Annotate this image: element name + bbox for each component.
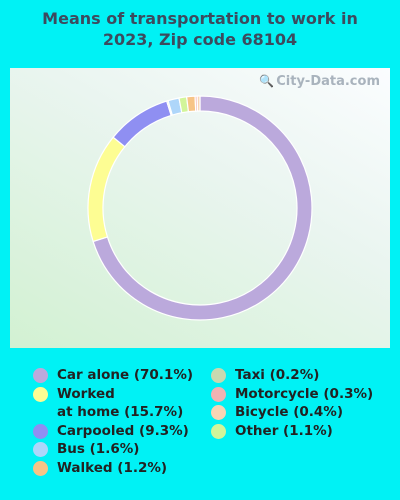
plot-area: 🔍 City-Data.com	[10, 68, 390, 348]
legend-column: Car alone (70.1%) Worked at home (15.7%) Ca…	[33, 366, 193, 477]
legend-label-line: Bicycle (0.4%)	[235, 404, 343, 420]
donut-chart	[87, 95, 313, 321]
legend-label-line: Carpooled (9.3%)	[57, 422, 189, 439]
legend: Car alone (70.1%) Worked at home (15.7%) Ca…	[0, 366, 400, 486]
legend-column: Taxi (0.2%) Motorcycle (0.3%) Bicycle (0.4…	[211, 366, 373, 440]
legend-item-car-alone: Car alone (70.1%)	[33, 366, 193, 385]
legend-item-bicycle: Bicycle (0.4%)	[211, 403, 373, 422]
legend-label-line: Worked	[57, 385, 115, 402]
legend-item-worked-at-home: Worked at home (15.7%)	[33, 385, 193, 422]
legend-label-line: Walked (1.2%)	[57, 459, 168, 476]
legend-label: Car alone (70.1%)	[57, 366, 193, 385]
legend-label: Other (1.1%)	[235, 422, 373, 441]
legend-item-other: Other (1.1%)	[211, 422, 373, 441]
legend-swatch	[211, 386, 226, 402]
legend-label-line: Motorcycle (0.3%)	[235, 385, 374, 402]
legend-label: Bicycle (0.4%)	[235, 403, 373, 422]
watermark-text: City-Data.com	[276, 74, 380, 89]
legend-item-taxi: Taxi (0.2%)	[211, 366, 373, 385]
legend-label-line: Bus (1.6%)	[57, 441, 140, 457]
chart-title-line-2: 2023, Zip code 68104	[102, 30, 298, 49]
legend-label-line: Car alone (70.1%)	[57, 367, 194, 383]
legend-label: Motorcycle (0.3%)	[235, 385, 373, 404]
donut-slice-carpooled	[112, 100, 172, 148]
legend-label: Bus (1.6%)	[57, 440, 193, 459]
legend-swatch	[33, 423, 48, 439]
legend-swatch	[211, 405, 226, 420]
donut-slice-walked	[185, 95, 197, 113]
legend-item-carpooled: Carpooled (9.3%)	[33, 422, 193, 441]
legend-label-line: Taxi (0.2%)	[235, 367, 320, 383]
legend-swatch	[211, 423, 226, 439]
legend-item-bus: Bus (1.6%)	[33, 440, 193, 459]
legend-item-motorcycle: Motorcycle (0.3%)	[211, 385, 373, 404]
donut-slice-bicycle	[196, 95, 201, 112]
magnifier-icon: 🔍	[259, 74, 275, 88]
legend-label-line: Other (1.1%)	[235, 422, 333, 439]
legend-label-line: at home (15.7%)	[57, 404, 184, 420]
legend-label: Carpooled (9.3%)	[57, 422, 193, 441]
legend-swatch	[33, 386, 48, 402]
legend-label: Taxi (0.2%)	[235, 366, 373, 385]
legend-swatch	[33, 460, 48, 476]
legend-label: Walked (1.2%)	[57, 459, 193, 478]
donut-slice-worked-at-home	[87, 136, 126, 243]
chart-title-line-1: Means of transportation to work in	[42, 9, 358, 28]
legend-label: Worked at home (15.7%)	[57, 385, 193, 422]
chart-title: Means of transportation to work in 2023,…	[0, 8, 400, 50]
legend-swatch	[211, 368, 226, 383]
watermark: 🔍 City-Data.com	[259, 74, 380, 89]
legend-item-walked: Walked (1.2%)	[33, 459, 193, 478]
legend-swatch	[33, 442, 48, 457]
legend-swatch	[33, 368, 48, 383]
